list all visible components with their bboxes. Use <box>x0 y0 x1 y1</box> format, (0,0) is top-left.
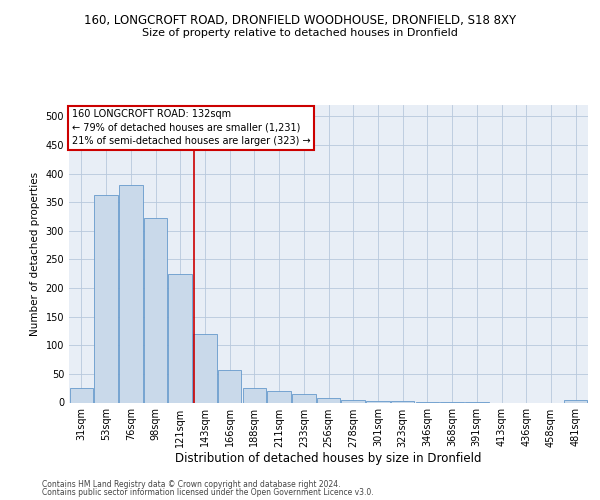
Text: Contains HM Land Registry data © Crown copyright and database right 2024.: Contains HM Land Registry data © Crown c… <box>42 480 341 489</box>
Text: 160 LONGCROFT ROAD: 132sqm
← 79% of detached houses are smaller (1,231)
21% of s: 160 LONGCROFT ROAD: 132sqm ← 79% of deta… <box>71 110 310 146</box>
Bar <box>193 334 217 402</box>
Bar <box>144 218 167 402</box>
Text: 160, LONGCROFT ROAD, DRONFIELD WOODHOUSE, DRONFIELD, S18 8XY: 160, LONGCROFT ROAD, DRONFIELD WOODHOUSE… <box>84 14 516 27</box>
Bar <box>119 185 143 402</box>
Text: Size of property relative to detached houses in Dronfield: Size of property relative to detached ho… <box>142 28 458 38</box>
Y-axis label: Number of detached properties: Number of detached properties <box>30 172 40 336</box>
Bar <box>366 401 389 402</box>
Bar <box>218 370 241 402</box>
Bar <box>317 398 340 402</box>
Bar <box>564 400 587 402</box>
X-axis label: Distribution of detached houses by size in Dronfield: Distribution of detached houses by size … <box>175 452 482 466</box>
Bar <box>341 400 365 402</box>
Bar <box>268 391 291 402</box>
Bar <box>169 274 192 402</box>
Bar <box>70 388 93 402</box>
Bar <box>242 388 266 402</box>
Text: Contains public sector information licensed under the Open Government Licence v3: Contains public sector information licen… <box>42 488 374 497</box>
Bar <box>292 394 316 402</box>
Bar <box>94 196 118 402</box>
